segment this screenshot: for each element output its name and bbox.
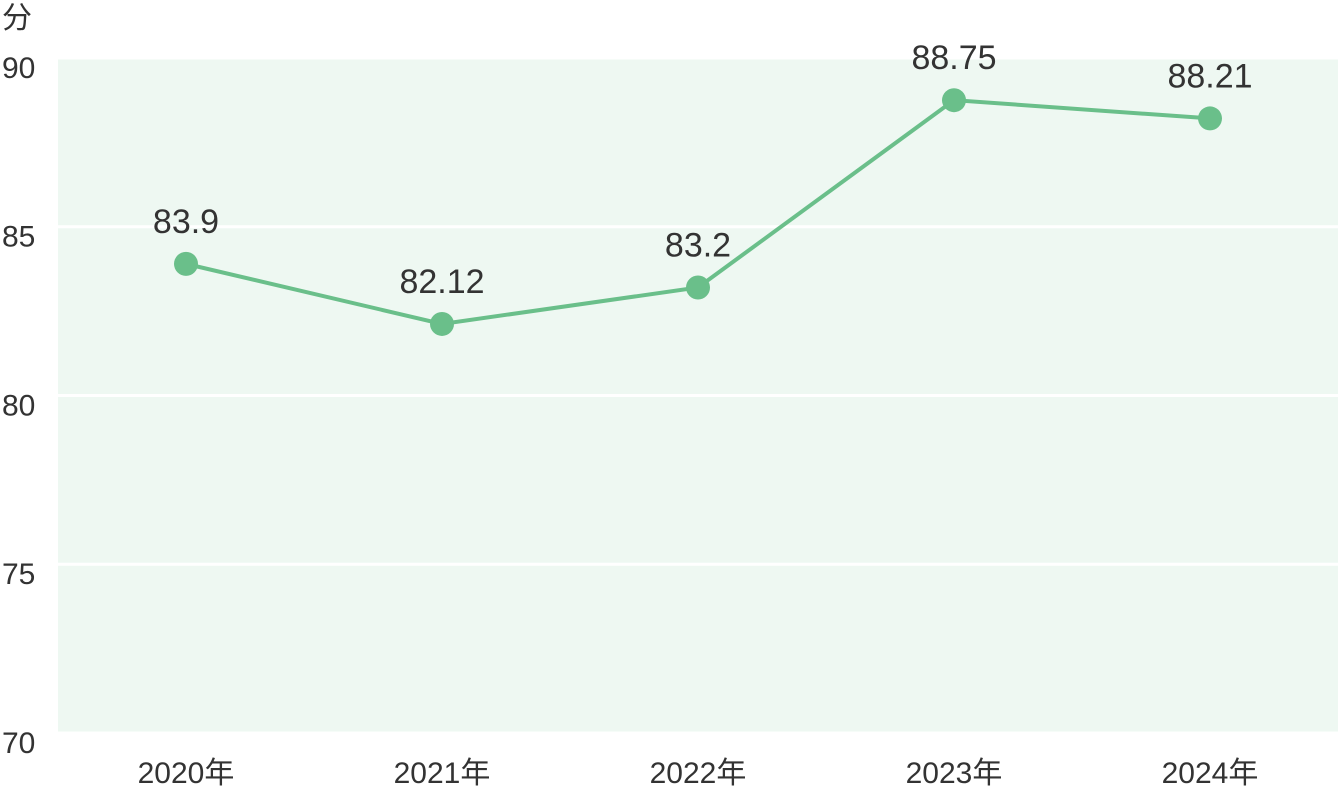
data-label: 88.21 [1167,57,1252,95]
y-tick-label: 75 [2,558,35,591]
data-label: 83.9 [153,203,219,241]
y-tick-label: 70 [2,727,35,760]
y-unit: 分 [2,2,32,35]
y-tick-label: 85 [2,221,35,254]
data-point [1198,106,1222,131]
x-tick-label: 2023年 [906,757,1003,790]
y-tick-label: 90 [2,52,35,85]
data-point [686,275,710,300]
x-tick-label: 2022年 [650,757,747,790]
x-tick-label: 2021年 [394,757,491,790]
data-label: 83.2 [665,226,731,264]
data-label: 82.12 [399,263,484,301]
data-label: 88.75 [911,39,996,77]
data-point [430,311,454,336]
data-point [942,88,966,113]
y-tick-label: 80 [2,389,35,422]
x-tick-label: 2024年 [1162,757,1259,790]
data-point [174,251,198,276]
x-tick-label: 2020年 [138,757,235,790]
